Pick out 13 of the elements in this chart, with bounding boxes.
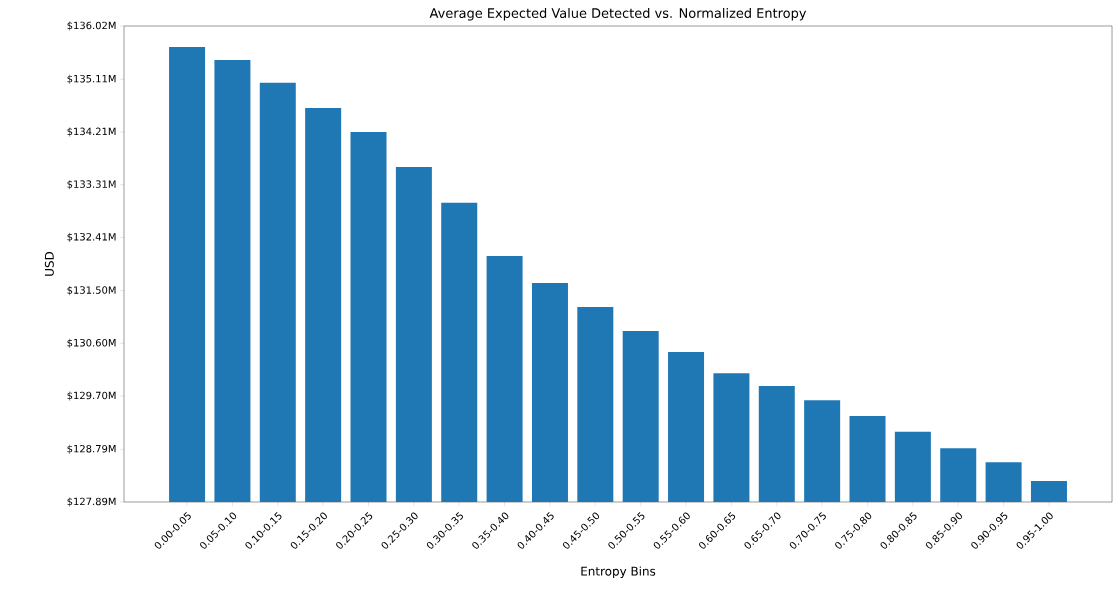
y-axis-title: USD (44, 251, 54, 276)
chart-title: Average Expected Value Detected vs. Normalized Entropy (429, 7, 807, 21)
y-tick-label: $133.31M (67, 180, 116, 190)
x-axis-title: Entropy Bins (581, 566, 656, 578)
y-tick-label: $135.11M (67, 74, 116, 84)
y-tick-label: $130.60M (67, 338, 116, 348)
y-tick-label: $128.79M (67, 444, 116, 454)
y-tick-label: $131.50M (67, 286, 116, 296)
y-tick-label: $136.02M (67, 21, 116, 31)
y-tick-label: $127.89M (67, 497, 116, 507)
y-tick-label: $129.70M (67, 391, 116, 401)
y-tick-label: $132.41M (67, 232, 116, 242)
y-tick-label: $134.21M (67, 127, 116, 137)
